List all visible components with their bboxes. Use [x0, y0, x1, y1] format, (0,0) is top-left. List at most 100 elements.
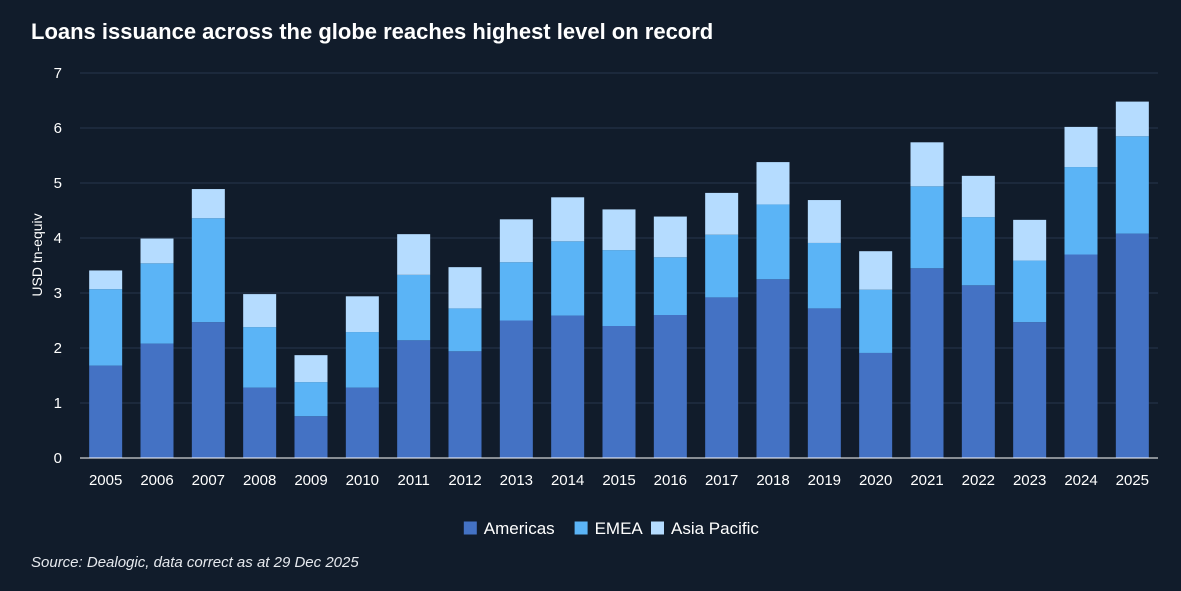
x-axis-ticks: 2005 2006 2007 2008 2009 2010 2011 2012 2013 2014… — [80, 457, 1158, 489]
bar-americas-2008 — [243, 387, 277, 458]
x-tick-label: 2012 — [448, 472, 481, 489]
bar-asia-pacific-2022 — [961, 175, 995, 218]
x-tick-label: 2017 — [705, 472, 738, 489]
bar-asia-pacific-2023 — [1013, 219, 1047, 261]
bar-americas-2010 — [345, 387, 379, 458]
bar-americas-2014 — [551, 315, 585, 458]
bar-asia-pacific-2011 — [397, 234, 431, 275]
bar-emea-2018 — [756, 204, 790, 280]
bar-americas-2016 — [653, 315, 687, 458]
x-tick-label: 2021 — [910, 472, 943, 489]
bar-emea-2011 — [397, 274, 431, 341]
bar-emea-2012 — [448, 308, 482, 352]
legend-label-asia-pacific: Asia Pacific — [671, 519, 759, 538]
bar-emea-2023 — [1013, 260, 1047, 323]
bar-americas-2019 — [807, 308, 841, 458]
y-axis-label: USD tn-equiv — [29, 213, 45, 296]
bar-emea-2013 — [499, 262, 533, 321]
y-axis-ticks: 0 1 2 3 4 5 6 7 — [54, 65, 62, 467]
bars — [89, 101, 1149, 458]
x-tick-label: 2006 — [140, 472, 173, 489]
bar-emea-2015 — [602, 250, 636, 326]
bar-americas-2018 — [756, 279, 790, 458]
bar-asia-pacific-2021 — [910, 142, 944, 187]
y-tick-label: 5 — [54, 175, 62, 192]
x-tick-label: 2019 — [808, 472, 841, 489]
bar-emea-2022 — [961, 217, 995, 286]
bar-asia-pacific-2006 — [140, 238, 174, 264]
bar-asia-pacific-2013 — [499, 219, 533, 263]
x-tick-label: 2015 — [602, 472, 635, 489]
bar-asia-pacific-2008 — [243, 294, 277, 328]
x-tick-label: 2013 — [500, 472, 533, 489]
x-tick-label: 2005 — [89, 472, 122, 489]
x-tick-label: 2025 — [1116, 472, 1149, 489]
bar-americas-2011 — [397, 340, 431, 458]
bar-emea-2006 — [140, 263, 174, 344]
bar-asia-pacific-2010 — [345, 296, 379, 333]
bar-americas-2023 — [1013, 322, 1047, 458]
y-tick-label: 2 — [54, 340, 62, 357]
bar-americas-2022 — [961, 285, 995, 458]
bar-asia-pacific-2012 — [448, 267, 482, 309]
x-tick-label: 2010 — [346, 472, 379, 489]
legend-swatch-americas — [463, 521, 477, 535]
x-tick-label: 2007 — [192, 472, 225, 489]
bar-asia-pacific-2019 — [807, 200, 841, 243]
bar-americas-2012 — [448, 351, 482, 458]
y-tick-label: 3 — [54, 285, 62, 302]
y-tick-label: 7 — [54, 65, 62, 82]
bar-asia-pacific-2014 — [551, 197, 585, 242]
bar-asia-pacific-2007 — [191, 189, 225, 219]
bar-asia-pacific-2018 — [756, 162, 790, 205]
bar-emea-2010 — [345, 332, 379, 388]
legend: Americas EMEA Asia Pacific — [463, 519, 759, 538]
bar-americas-2021 — [910, 268, 944, 458]
x-tick-label: 2016 — [654, 472, 687, 489]
bar-americas-2006 — [140, 343, 174, 458]
x-tick-label: 2011 — [398, 472, 430, 489]
bar-emea-2024 — [1064, 167, 1098, 255]
bar-americas-2005 — [89, 365, 123, 458]
bar-americas-2009 — [294, 416, 328, 458]
bar-asia-pacific-2015 — [602, 209, 636, 251]
bar-emea-2019 — [807, 242, 841, 309]
bar-asia-pacific-2005 — [89, 270, 123, 290]
bar-asia-pacific-2025 — [1115, 101, 1149, 137]
bar-emea-2025 — [1115, 136, 1149, 234]
legend-label-emea: EMEA — [595, 519, 644, 538]
y-tick-label: 6 — [54, 120, 62, 137]
y-tick-label: 1 — [54, 395, 62, 412]
bar-emea-2016 — [653, 257, 687, 315]
x-tick-label: 2024 — [1064, 472, 1097, 489]
x-tick-label: 2022 — [962, 472, 995, 489]
bar-americas-2024 — [1064, 254, 1098, 458]
bar-emea-2014 — [551, 241, 585, 316]
y-tick-label: 0 — [54, 450, 62, 467]
legend-swatch-asia-pacific — [651, 521, 664, 535]
bar-americas-2007 — [191, 322, 225, 458]
bar-emea-2021 — [910, 186, 944, 269]
x-tick-label: 2018 — [756, 472, 789, 489]
bar-americas-2025 — [1115, 233, 1149, 458]
bar-americas-2013 — [499, 320, 533, 458]
bar-asia-pacific-2024 — [1064, 126, 1098, 168]
bar-asia-pacific-2009 — [294, 355, 328, 383]
bar-americas-2017 — [705, 297, 739, 458]
x-tick-label: 2008 — [243, 472, 276, 489]
bar-americas-2015 — [602, 326, 636, 458]
bar-asia-pacific-2017 — [705, 192, 739, 235]
x-tick-label: 2009 — [294, 472, 327, 489]
bar-emea-2017 — [705, 234, 739, 298]
bar-emea-2005 — [89, 289, 123, 366]
bar-asia-pacific-2016 — [653, 216, 687, 258]
x-tick-label: 2020 — [859, 472, 892, 489]
bar-emea-2007 — [191, 218, 225, 323]
legend-swatch-emea — [574, 521, 588, 535]
y-tick-label: 4 — [54, 230, 62, 247]
bar-emea-2009 — [294, 382, 328, 417]
bar-americas-2020 — [859, 352, 893, 458]
x-tick-label: 2014 — [551, 472, 584, 489]
